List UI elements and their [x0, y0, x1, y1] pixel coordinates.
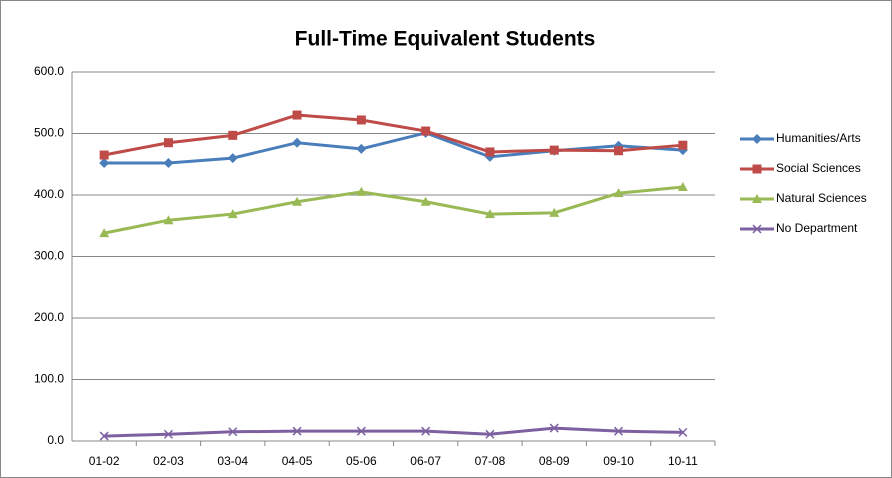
series-line — [104, 131, 683, 165]
marker — [484, 209, 495, 219]
marker — [99, 228, 110, 238]
marker — [163, 215, 174, 225]
marker — [485, 147, 495, 157]
marker — [677, 182, 688, 192]
legend-marker — [752, 224, 762, 234]
legend-label: Social Sciences — [776, 161, 861, 175]
marker — [420, 196, 431, 206]
marker — [614, 146, 624, 156]
x-tick-label: 07-08 — [475, 454, 506, 468]
marker — [227, 209, 238, 219]
marker — [549, 207, 560, 217]
series-line — [104, 426, 683, 438]
x-tick-label: 04-05 — [282, 454, 313, 468]
y-tick-label: 300.0 — [34, 249, 64, 263]
x-tick-label: 02-03 — [153, 454, 184, 468]
marker — [99, 431, 109, 441]
marker — [614, 426, 624, 436]
marker — [99, 158, 110, 169]
marker — [356, 115, 366, 125]
marker — [421, 126, 431, 136]
x-tick-label: 08-09 — [539, 454, 570, 468]
marker — [292, 137, 303, 148]
x-tick-label: 06-07 — [410, 454, 441, 468]
legend-label: Humanities/Arts — [776, 131, 861, 145]
marker — [549, 423, 559, 433]
marker — [678, 140, 688, 150]
marker — [485, 429, 495, 439]
legend-marker — [752, 134, 762, 144]
marker — [163, 158, 174, 169]
series-line — [103, 185, 683, 235]
marker — [678, 427, 688, 437]
x-tick-label: 05-06 — [346, 454, 377, 468]
legend-label: No Department — [776, 221, 858, 235]
y-tick-label: 400.0 — [34, 187, 64, 201]
chart-title: Full-Time Equivalent Students — [295, 28, 596, 51]
y-tick-label: 500.0 — [34, 126, 64, 140]
marker — [356, 426, 366, 436]
marker — [292, 426, 302, 436]
series-line — [103, 113, 683, 157]
y-tick-label: 200.0 — [34, 310, 64, 324]
marker — [228, 427, 238, 437]
marker — [99, 150, 109, 160]
marker — [227, 153, 238, 164]
x-tick-label: 03-04 — [217, 454, 248, 468]
marker — [356, 143, 367, 154]
marker — [163, 138, 173, 148]
marker — [421, 426, 431, 436]
marker — [613, 188, 624, 198]
legend-label: Natural Sciences — [776, 191, 867, 205]
legend-marker — [752, 194, 762, 203]
marker — [292, 110, 302, 120]
legend-marker — [752, 164, 762, 174]
y-tick-label: 100.0 — [34, 372, 64, 386]
marker — [228, 130, 238, 140]
marker — [356, 186, 367, 196]
x-tick-label: 09-10 — [603, 454, 634, 468]
marker — [292, 196, 303, 206]
x-tick-label: 10-11 — [668, 454, 698, 468]
marker — [163, 429, 173, 439]
x-tick-label: 01-02 — [89, 454, 120, 468]
y-tick-label: 0.0 — [47, 433, 64, 447]
y-tick-label: 600.0 — [34, 64, 64, 78]
marker — [549, 145, 559, 155]
